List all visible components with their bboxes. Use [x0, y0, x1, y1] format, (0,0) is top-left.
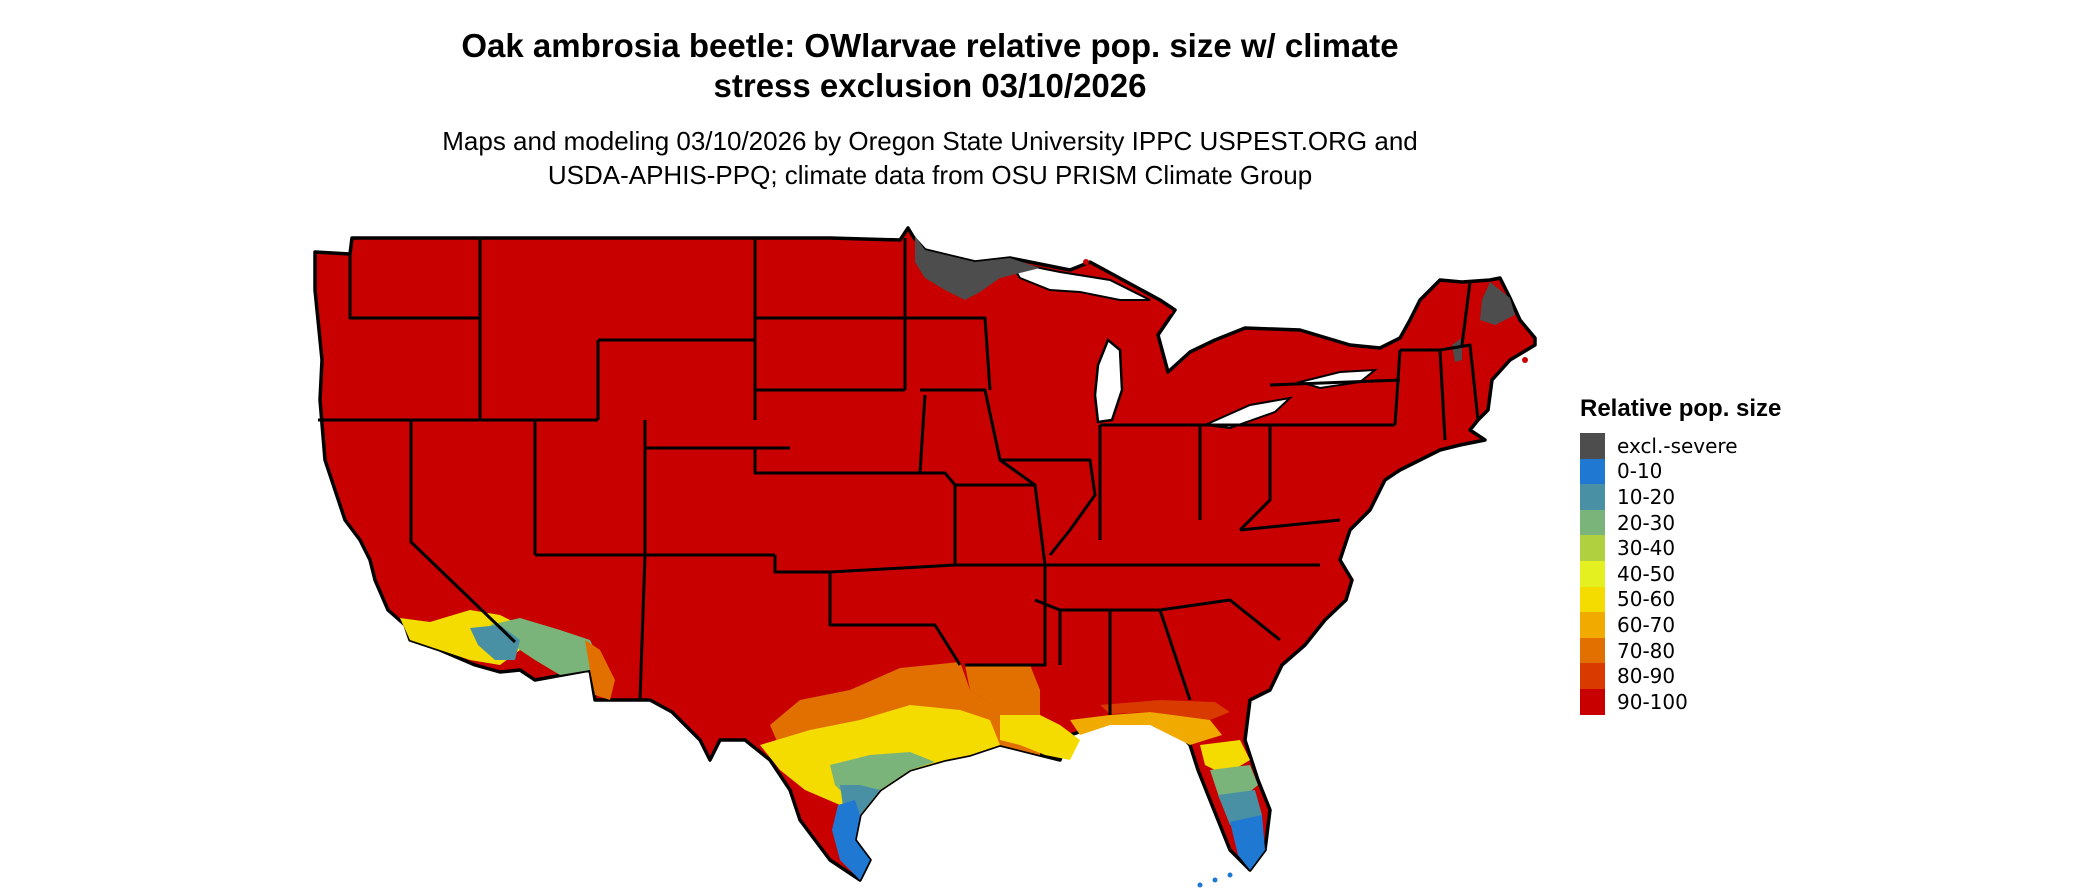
zone-tx-0-10 — [832, 800, 870, 880]
zone-gulf-80-90 — [1100, 700, 1230, 720]
legend-swatch — [1580, 637, 1605, 664]
map-title-line2: stress exclusion 03/10/2026 — [713, 67, 1147, 104]
map-subtitle-line2: USDA-APHIS-PPQ; climate data from OSU PR… — [547, 160, 1313, 190]
zone-gulf-60-70 — [1070, 712, 1222, 745]
legend-swatch — [1580, 458, 1605, 485]
legend-item: 10-20 — [1580, 484, 1781, 510]
zone-fl-50-60 — [1200, 740, 1250, 775]
excluded-minnesota — [915, 236, 1040, 300]
excluded-nh — [1452, 338, 1462, 362]
legend-item: 0-10 — [1580, 458, 1781, 485]
legend-title: Relative pop. size — [1580, 395, 1782, 422]
legend-item: 50-60 — [1580, 586, 1781, 613]
legend-label: 50-60 — [1617, 587, 1676, 612]
map-subtitle-line1: Maps and modeling 03/10/2026 by Oregon S… — [442, 126, 1418, 156]
legend-label: 90-100 — [1617, 689, 1688, 714]
keys-fragments — [1197, 872, 1233, 888]
legend-swatch — [1580, 688, 1605, 715]
us-map — [313, 226, 1537, 888]
legend-swatch — [1580, 509, 1605, 536]
legend-label: 70-80 — [1617, 638, 1676, 663]
map-title: Oak ambrosia beetle: OWlarvae relative p… — [330, 26, 1530, 106]
lake-erie — [1201, 396, 1294, 430]
legend-label: 10-20 — [1617, 484, 1676, 509]
excluded-maine — [1480, 282, 1515, 325]
legend-swatch — [1580, 663, 1605, 689]
legend-item: 20-30 — [1580, 509, 1781, 536]
legend-item: 80-90 — [1580, 663, 1781, 689]
legend-item: 70-80 — [1580, 637, 1781, 664]
legend-label: excl.-severe — [1617, 433, 1738, 458]
legend-rows: excl.-severe 0-10 10-20 20-30 30-40 40-50 50-6… — [1580, 433, 1781, 715]
legend-label: 30-40 — [1617, 536, 1676, 561]
legend-item: 60-70 — [1580, 612, 1781, 638]
legend-label: 80-90 — [1617, 664, 1676, 689]
state-borders — [318, 238, 1480, 715]
zone-sw-20-30 — [490, 618, 600, 675]
legend-swatch — [1580, 586, 1605, 613]
lake-superior — [1007, 260, 1151, 301]
map-legend: Relative pop. size excl.-severe 0-10 10-20… — [1580, 395, 1781, 715]
coastal-fragments — [1083, 259, 1528, 363]
zone-fl-0-10 — [1230, 815, 1265, 870]
legend-swatch — [1580, 484, 1605, 510]
lake-michigan — [1093, 337, 1124, 424]
legend-swatch — [1580, 612, 1605, 638]
legend-item: excl.-severe — [1580, 433, 1781, 459]
legend-item: 90-100 — [1580, 688, 1781, 715]
zone-sw-70-80 — [585, 640, 615, 700]
us-land — [313, 226, 1537, 882]
legend-item: 30-40 — [1580, 535, 1781, 561]
zone-la-50-60 — [1000, 715, 1080, 760]
map-title-line1: Oak ambrosia beetle: OWlarvae relative p… — [461, 27, 1399, 64]
legend-label: 0-10 — [1617, 459, 1663, 484]
legend-swatch — [1580, 433, 1605, 459]
map-subtitle: Maps and modeling 03/10/2026 by Oregon S… — [330, 124, 1530, 192]
legend-label: 60-70 — [1617, 612, 1676, 637]
legend-swatch — [1580, 535, 1605, 561]
legend-label: 40-50 — [1617, 561, 1676, 586]
legend-label: 20-30 — [1617, 510, 1676, 535]
legend-swatch — [1580, 560, 1605, 587]
zone-la-70-80 — [965, 665, 1040, 715]
legend-item: 40-50 — [1580, 560, 1781, 587]
